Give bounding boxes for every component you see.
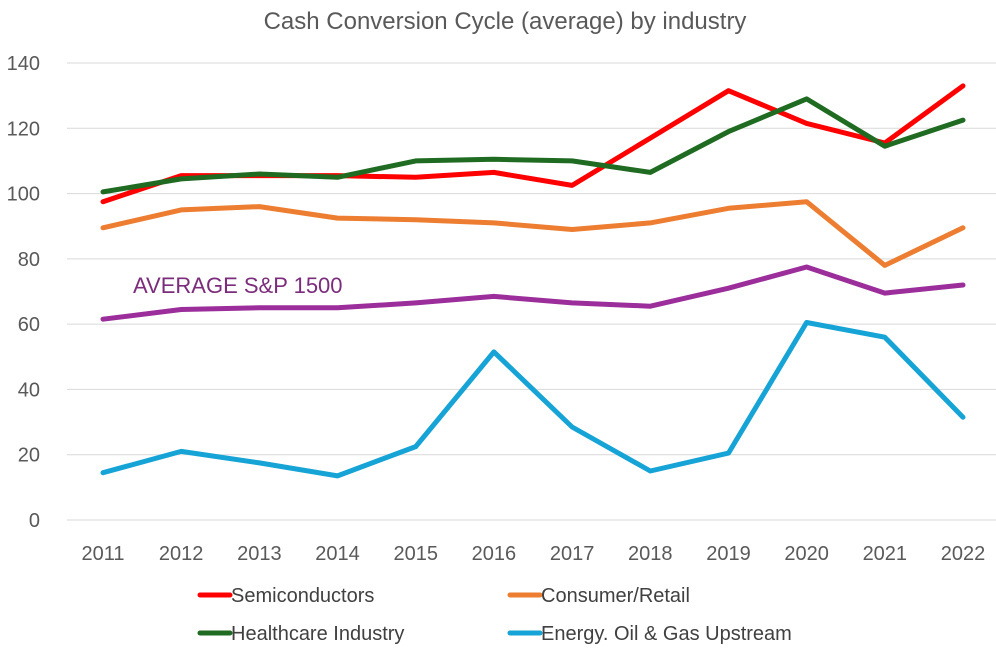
x-tick-label: 2020: [784, 543, 829, 565]
annotation-average-sp1500: AVERAGE S&P 1500: [133, 273, 343, 298]
x-tick-label: 2019: [706, 543, 751, 565]
legend-label-semiconductors: Semiconductors: [231, 585, 374, 607]
x-tick-label: 2015: [393, 543, 438, 565]
legend-label-healthcare-industry: Healthcare Industry: [231, 623, 404, 645]
x-tick-label: 2018: [628, 543, 673, 565]
y-tick-label: 40: [18, 379, 40, 401]
legend-label-energy-oil-gas-upstream: Energy. Oil & Gas Upstream: [541, 623, 792, 645]
x-tick-label: 2013: [237, 543, 282, 565]
x-tick-label: 2011: [81, 543, 124, 565]
y-tick-label: 0: [29, 510, 40, 532]
x-tick-label: 2021: [863, 543, 908, 565]
x-tick-label: 2014: [315, 543, 360, 565]
legend-label-consumer-retail: Consumer/Retail: [541, 585, 690, 607]
series-line-energy-oil-gas-upstream: [100, 320, 966, 479]
x-tick-label: 2012: [159, 543, 204, 565]
series-line-semiconductors: [100, 83, 966, 205]
legend: Semiconductors Consumer/Retail Healthcare …: [197, 585, 792, 645]
x-axis-ticks: 2011 2012 2013 2014 2015 2016 2017 2018 2019 2020…: [81, 543, 985, 565]
series-line-consumer-retail: [100, 199, 966, 268]
x-tick-label: 2022: [941, 543, 986, 565]
series-line-healthcare-industry: [100, 96, 966, 195]
series-line-average-sp1500: [100, 264, 966, 322]
series-lines: [100, 83, 966, 479]
x-tick-label: 2016: [472, 543, 517, 565]
y-tick-label: 60: [18, 314, 40, 336]
y-tick-label: 80: [18, 249, 40, 271]
y-tick-label: 100: [7, 184, 40, 206]
x-tick-label: 2017: [550, 543, 595, 565]
y-tick-label: 20: [18, 445, 40, 467]
y-tick-label: 140: [7, 53, 40, 75]
y-tick-label: 120: [7, 118, 40, 140]
chart-title: Cash Conversion Cycle (average) by indus…: [264, 8, 747, 35]
y-axis-ticks: 0 20 40 60 80 100 120 140: [7, 53, 40, 532]
